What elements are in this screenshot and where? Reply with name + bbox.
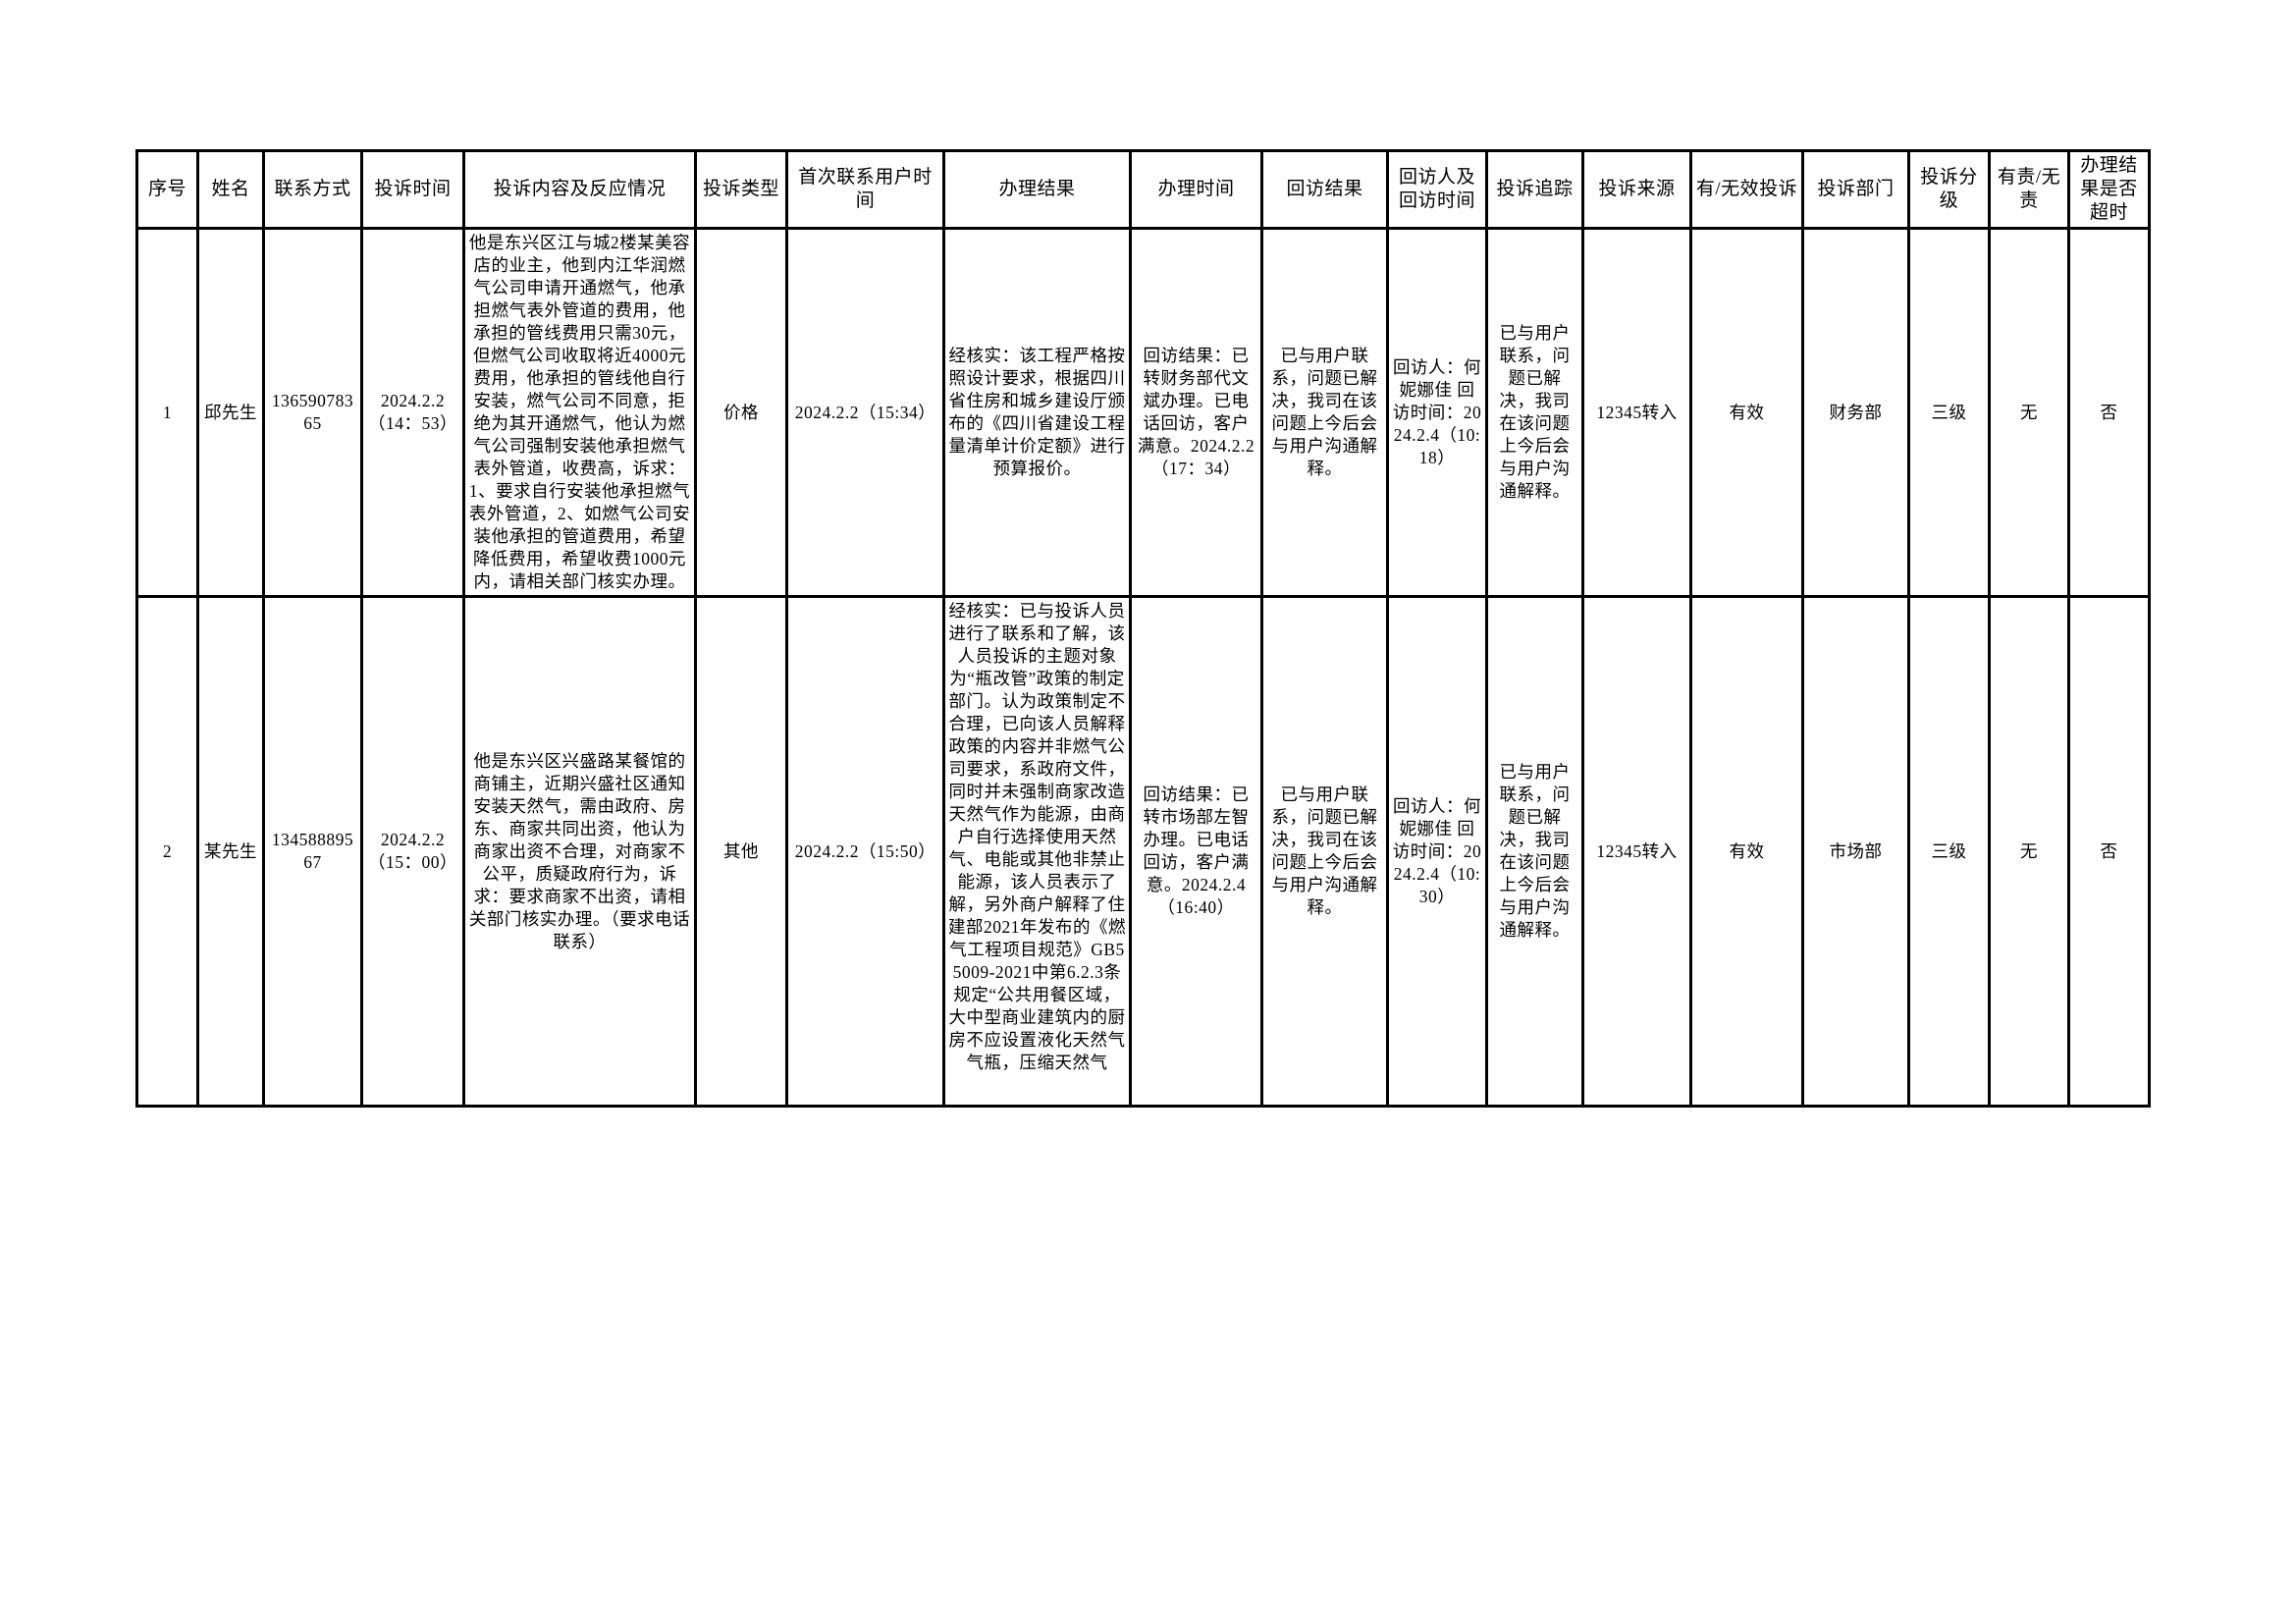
header-level: 投诉分级: [1907, 149, 1991, 230]
cell-level: 三级: [1907, 227, 1991, 598]
table-header-row: 序号 姓名 联系方式 投诉时间 投诉内容及反应情况 投诉类型 首次联系用户时间 …: [135, 149, 2151, 230]
cell-seq: 2: [135, 595, 199, 1108]
header-type: 投诉类型: [694, 149, 788, 230]
header-contact: 联系方式: [262, 149, 363, 230]
header-source: 投诉来源: [1581, 149, 1692, 230]
table-row: 1 邱先生 13659078365 2024.2.2 （14：53） 他是东兴区…: [135, 227, 2151, 598]
table-row: 2 某先生 13458889567 2024.2.2 （15：00） 他是东兴区…: [135, 595, 2151, 1108]
cell-handle-time: 回访结果：已转市场部左智办理。已电话回访，客户满意。2024.2.4（16:40…: [1129, 595, 1263, 1108]
cell-complaint-time: 2024.2.2 （15：00）: [360, 595, 465, 1108]
cell-seq: 1: [135, 227, 199, 598]
cell-visitor-and-time: 回访人：何妮娜佳 回访时间：2024.2.4（10:18）: [1386, 227, 1488, 598]
cell-visit-result: 已与用户联系，问题已解决，我司在该问题上今后会与用户沟通解释。: [1260, 595, 1389, 1108]
cell-overtime: 否: [2067, 227, 2151, 598]
cell-tracking: 已与用户联系，问题已解决，我司在该问题上今后会与用户沟通解释。: [1485, 595, 1584, 1108]
header-complaint-time: 投诉时间: [360, 149, 465, 230]
cell-department: 财务部: [1801, 227, 1910, 598]
cell-source: 12345转入: [1581, 595, 1692, 1108]
cell-type: 价格: [694, 227, 788, 598]
complaints-table: 序号 姓名 联系方式 投诉时间 投诉内容及反应情况 投诉类型 首次联系用户时间 …: [135, 149, 2151, 1108]
header-content: 投诉内容及反应情况: [462, 149, 697, 230]
header-responsibility: 有责/无责: [1988, 149, 2070, 230]
cell-complaint-time: 2024.2.2 （14：53）: [360, 227, 465, 598]
header-visitor-and-time: 回访人及回访时间: [1386, 149, 1488, 230]
header-tracking: 投诉追踪: [1485, 149, 1584, 230]
cell-result-text: 经核实：已与投诉人员进行了联系和了解，该人员投诉的主题对象为“瓶改管”政策的制定…: [948, 601, 1126, 1072]
cell-responsibility: 无: [1988, 227, 2070, 598]
cell-validity: 有效: [1689, 227, 1804, 598]
header-validity: 有/无效投诉: [1689, 149, 1804, 230]
cell-overtime: 否: [2067, 595, 2151, 1108]
cell-content: 他是东兴区兴盛路某餐馆的商铺主，近期兴盛社区通知安装天然气，需由政府、房东、商家…: [462, 595, 697, 1108]
cell-first-contact-time: 2024.2.2（15:50）: [785, 595, 945, 1108]
header-seq: 序号: [135, 149, 199, 230]
cell-visit-result: 已与用户联系，问题已解决，我司在该问题上今后会与用户沟通解释。: [1260, 227, 1389, 598]
cell-result: 经核实：已与投诉人员进行了联系和了解，该人员投诉的主题对象为“瓶改管”政策的制定…: [942, 595, 1132, 1108]
cell-content: 他是东兴区江与城2楼某美容店的业主，他到内江华润燃气公司申请开通燃气，他承担燃气…: [462, 227, 697, 598]
header-name: 姓名: [196, 149, 265, 230]
cell-department: 市场部: [1801, 595, 1910, 1108]
cell-responsibility: 无: [1988, 595, 2070, 1108]
cell-level: 三级: [1907, 595, 1991, 1108]
header-handle-time: 办理时间: [1129, 149, 1263, 230]
cell-contact: 13458889567: [262, 595, 363, 1108]
header-overtime: 办理结果是否超时: [2067, 149, 2151, 230]
cell-type: 其他: [694, 595, 788, 1108]
cell-validity: 有效: [1689, 595, 1804, 1108]
header-department: 投诉部门: [1801, 149, 1910, 230]
cell-contact: 13659078365: [262, 227, 363, 598]
cell-first-contact-time: 2024.2.2（15:34）: [785, 227, 945, 598]
cell-handle-time: 回访结果：已转财务部代文斌办理。已电话回访，客户满意。2024.2.2（17：3…: [1129, 227, 1263, 598]
cell-visitor-and-time: 回访人：何妮娜佳 回访时间：2024.2.4（10:30）: [1386, 595, 1488, 1108]
cell-source: 12345转入: [1581, 227, 1692, 598]
cell-result: 经核实：该工程严格按照设计要求，根据四川省住房和城乡建设厅颁布的《四川省建设工程…: [942, 227, 1132, 598]
header-first-contact-time: 首次联系用户时间: [785, 149, 945, 230]
header-visit-result: 回访结果: [1260, 149, 1389, 230]
cell-name: 邱先生: [196, 227, 265, 598]
cell-name: 某先生: [196, 595, 265, 1108]
header-result: 办理结果: [942, 149, 1132, 230]
cell-tracking: 已与用户联系，问题已解决，我司在该问题上今后会与用户沟通解释。: [1485, 227, 1584, 598]
